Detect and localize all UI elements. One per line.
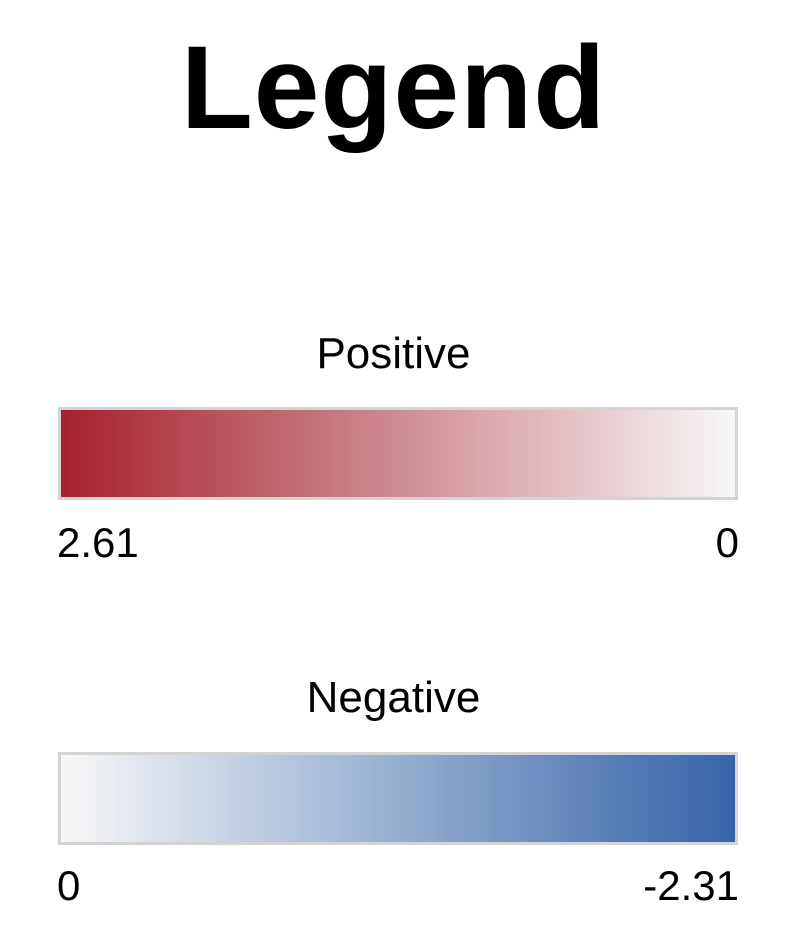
positive-gradient-bar: [58, 407, 738, 500]
negative-scale-label: Negative: [306, 673, 481, 722]
positive-scale-label: Positive: [316, 329, 471, 378]
positive-start-value: 2.61: [57, 519, 139, 566]
negative-gradient-bar: [58, 752, 738, 845]
positive-end-value: 0: [715, 519, 739, 566]
legend-title: Legend: [180, 22, 607, 154]
negative-end-value: -2.31: [643, 862, 739, 909]
negative-start-value: 0: [57, 862, 81, 909]
